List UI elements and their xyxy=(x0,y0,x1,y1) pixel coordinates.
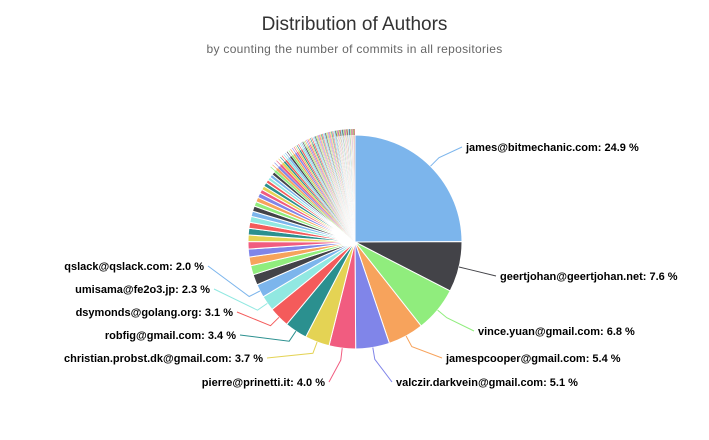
connector-line xyxy=(266,341,318,359)
minor-connector xyxy=(290,149,295,155)
minor-connector xyxy=(317,135,321,141)
minor-connector xyxy=(336,130,339,137)
minor-connector xyxy=(346,129,348,136)
chart-subtitle: by counting the number of commits in all… xyxy=(206,42,503,56)
minor-connector xyxy=(281,155,287,161)
minor-connector xyxy=(318,134,322,141)
slice-label: jamespcooper@gmail.com: 5.4 % xyxy=(445,353,621,365)
minor-connector xyxy=(328,132,331,139)
connector-line xyxy=(430,146,463,167)
minor-connector xyxy=(343,129,345,136)
slice-label: valczir.darkvein@gmail.com: 5.1 % xyxy=(396,377,578,389)
minor-connector xyxy=(334,130,336,137)
minor-connector xyxy=(278,158,283,164)
minor-connector xyxy=(345,129,347,136)
minor-connector xyxy=(338,130,341,137)
connector-line xyxy=(236,311,280,327)
minor-connector xyxy=(338,130,340,137)
minor-connector xyxy=(293,146,298,153)
minor-connector xyxy=(337,130,339,137)
minor-connector xyxy=(301,142,305,148)
minor-connector xyxy=(340,129,342,136)
label-connectors xyxy=(207,128,497,383)
minor-connector xyxy=(325,132,328,139)
minor-connector xyxy=(332,131,335,138)
minor-connector xyxy=(331,131,334,138)
minor-connector xyxy=(272,164,278,170)
connector-line xyxy=(239,330,297,342)
minor-connector xyxy=(270,166,276,172)
minor-connector xyxy=(324,133,327,140)
minor-connector xyxy=(312,136,316,143)
connector-line xyxy=(405,335,443,359)
slice-label: qslack@qslack.com: 2.0 % xyxy=(64,261,204,273)
minor-connector xyxy=(313,136,317,143)
minor-connector xyxy=(280,156,285,162)
connector-line xyxy=(372,347,393,383)
connector-line xyxy=(328,348,343,383)
minor-connector xyxy=(335,130,337,137)
minor-connector xyxy=(311,137,315,144)
minor-connector xyxy=(340,129,343,136)
minor-connector xyxy=(286,151,291,157)
slice-labels: james@bitmechanic.com: 24.9 % geertjohan@… xyxy=(64,142,678,389)
minor-connector xyxy=(342,129,344,136)
slice-label: geertjohan@geertjohan.net: 7.6 % xyxy=(500,271,678,283)
minor-connector xyxy=(330,131,333,138)
minor-connector xyxy=(322,133,326,140)
minor-connector xyxy=(343,129,345,136)
connector-line xyxy=(207,265,261,298)
minor-connector xyxy=(285,152,290,158)
minor-connector xyxy=(329,131,332,138)
minor-connector xyxy=(335,130,338,137)
pie-slices xyxy=(247,134,463,350)
minor-connector xyxy=(307,139,311,145)
minor-connector xyxy=(303,141,307,147)
minor-connector xyxy=(274,162,279,168)
slice-label: vince.yuan@gmail.com: 6.8 % xyxy=(478,326,635,338)
minor-connector xyxy=(304,140,309,147)
chart-title: Distribution of Authors xyxy=(261,14,448,35)
slice-label: pierre@prinetti.it: 4.0 % xyxy=(202,377,325,389)
minor-connector xyxy=(326,132,329,139)
slice-label: christian.probst.dk@gmail.com: 3.7 % xyxy=(64,353,263,365)
slice-label: umisama@fe2o3.jp: 2.3 % xyxy=(75,284,210,296)
slice-label: dsymonds@golang.org: 3.1 % xyxy=(76,307,234,319)
minor-connector xyxy=(310,138,313,144)
minor-connector xyxy=(306,139,310,146)
minor-connector xyxy=(320,134,324,140)
minor-connector xyxy=(302,141,306,148)
minor-connector xyxy=(314,136,318,143)
minor-connector xyxy=(339,129,341,137)
minor-connector xyxy=(288,150,293,156)
minor-connector xyxy=(283,154,288,160)
minor-connector xyxy=(327,132,330,139)
connector-line xyxy=(458,266,497,277)
minor-connector xyxy=(296,144,301,151)
minor-connector xyxy=(299,143,304,149)
minor-connector xyxy=(295,145,299,152)
minor-connector xyxy=(344,129,346,136)
minor-connector xyxy=(345,129,347,136)
slice-label: james@bitmechanic.com: 24.9 % xyxy=(465,142,639,154)
minor-connector xyxy=(316,135,320,142)
slice-label: robfig@gmail.com: 3.4 % xyxy=(105,330,236,342)
connector-line xyxy=(437,309,475,332)
minor-connector xyxy=(319,134,323,141)
minor-connector xyxy=(315,135,319,142)
minor-connector xyxy=(321,133,325,140)
connector-line xyxy=(213,288,268,311)
minor-connector xyxy=(292,147,296,154)
minor-connector xyxy=(298,144,302,150)
minor-connector xyxy=(341,129,343,136)
minor-connector xyxy=(308,138,312,145)
pie-slice-0[interactable] xyxy=(354,134,463,243)
minor-connector xyxy=(276,160,281,166)
minor-connector xyxy=(333,130,335,137)
